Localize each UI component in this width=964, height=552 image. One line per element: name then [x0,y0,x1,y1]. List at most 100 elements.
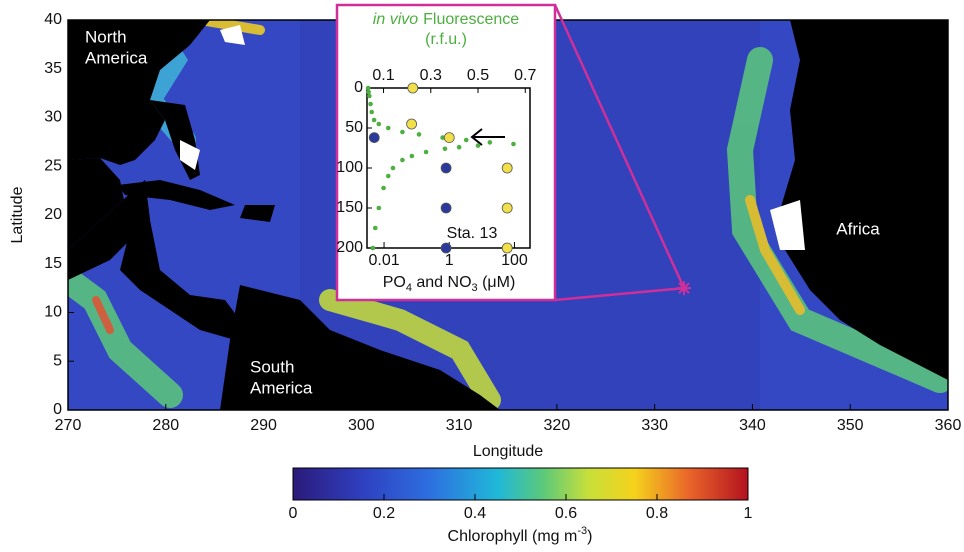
station-leader [553,4,686,302]
fluorescence-point [365,85,371,91]
fluorescence-point [368,101,373,107]
no3-point [406,118,417,130]
po4-point [440,162,452,174]
inset-top-tick-label: 0.7 [514,67,536,84]
fluorescence-point [366,89,371,95]
x-tick-label: 300 [348,417,375,434]
po4-point [440,242,452,254]
xlabel-part: (μM) [478,274,516,291]
region-label: Africa [836,219,880,238]
xlabel-part: PO [383,274,406,291]
fluorescence-point [475,143,481,148]
fluorescence-point [369,109,375,115]
leader-line [553,4,686,289]
inset-x-tick-label: 0.01 [368,252,399,269]
inset-title-main: Fluorescence [423,11,519,28]
y-axis-label: Latitude [9,186,26,243]
fluorescence-point [400,157,405,163]
colorbar-label-sup: -3 [577,525,587,537]
inset-x-tick-label: 1 [445,252,454,269]
y-tick-label: 0 [53,401,62,418]
colorbar-tick-label: 1 [744,505,753,522]
no3-point [501,202,513,214]
inset-x-tick-label: 100 [501,252,528,269]
fluorescence-point [456,144,462,150]
x-tick-label: 290 [250,417,277,434]
fluorescence-point [367,93,372,99]
inset-y-tick-label: 200 [336,239,363,256]
fluorescence-point [371,117,377,123]
fluorescence-point [409,153,415,159]
region-label: America [85,48,148,67]
fluorescence-point [463,137,469,143]
po4-point [440,202,452,214]
inset-top-units: (r.f.u.) [425,31,467,48]
region-label: America [250,378,313,397]
inset-top-tick-label: 0.3 [420,67,442,84]
colorbar-label: Chlorophyll (mg m-3) [448,525,593,545]
inset-y-tick-label: 50 [345,119,363,136]
inset-title: in vivo Fluorescence [373,11,520,28]
y-tick-label: 40 [44,11,62,28]
colorbar-tick-label: 0.6 [555,505,577,522]
no3-point [501,162,513,174]
fluorescence-point [372,225,378,231]
fluorescence-point [416,132,422,137]
x-tick-label: 280 [152,417,179,434]
fluorescence-point [376,121,382,127]
xlabel-sub: 4 [406,282,412,294]
x-tick-label: 310 [446,417,473,434]
colorbar-tick-label: 0 [289,505,298,522]
fluorescence-point [511,141,516,147]
colorbar-tick-label: 0.8 [646,505,668,522]
x-tick-label: 340 [739,417,766,434]
colorbar-tick-label: 0.2 [373,505,395,522]
colorbar-tick-label: 0.4 [464,505,486,522]
colorbar [292,467,749,501]
x-axis-label: Longitude [473,443,543,460]
xlabel-sub: 3 [472,282,478,294]
inset-title-italic: in vivo [373,11,418,28]
fluorescence-point [385,173,391,179]
fluorescence-point [423,149,429,155]
colorbar-label-part: Chlorophyll (mg m [448,528,578,545]
inset-xlabel: PO4 and NO3 (μM) [383,274,516,294]
fluorescence-point [370,245,376,251]
inset-top-tick-label: 0.1 [372,67,394,84]
fluorescence-point [487,140,493,145]
region-label: South [250,357,294,376]
annotation-arrow [470,128,505,146]
x-tick-label: 360 [935,417,962,434]
x-tick-label: 330 [641,417,668,434]
y-tick-label: 35 [44,60,62,77]
fluorescence-point [442,146,448,152]
y-tick-label: 10 [44,304,62,321]
x-tick-label: 350 [837,417,864,434]
no3-point [501,242,513,254]
inset-top-tick-label: 0.5 [467,67,489,84]
fluorescence-point [376,205,382,211]
po4-point [368,132,380,144]
fluorescence-point [390,165,396,171]
colorbar-label-part: ) [587,528,592,545]
fluorescence-point [381,185,386,191]
fluorescence-point [385,125,391,131]
x-tick-label: 270 [55,417,82,434]
leader-line [554,286,685,302]
fluorescence-point [400,129,405,135]
y-tick-label: 5 [53,352,62,369]
x-tick-label: 320 [544,417,571,434]
y-tick-label: 20 [44,206,62,223]
no3-point [407,82,419,94]
y-tick-label: 25 [44,157,62,174]
y-tick-label: 15 [44,255,62,272]
xlabel-part: and NO [412,274,472,291]
inset-y-tick-label: 100 [336,159,363,176]
region-label: North [85,27,127,46]
no3-point [443,132,455,144]
station-marker [677,281,691,296]
inset-y-tick-label: 150 [336,199,363,216]
inset-y-tick-label: 0 [354,79,363,96]
y-tick-label: 30 [44,109,62,126]
